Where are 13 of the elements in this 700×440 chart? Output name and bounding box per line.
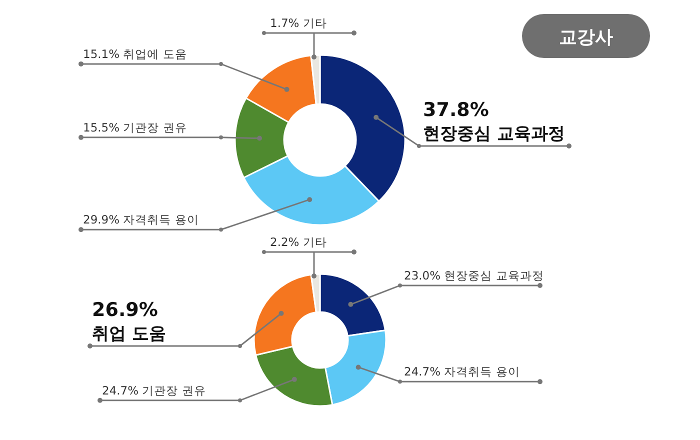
data-label: 37.8% [423,99,489,121]
slice-label: 24.7% 기관장 권유 [102,383,206,398]
slice-label: 2.2% 기타 [270,235,327,249]
slice-label: 15.1% 취업에 도움 [83,46,187,61]
slice-label: 29.9% 자격취득 용이 [83,212,199,227]
slice-label: 취업 도움 [92,324,166,344]
data-label: 26.9% [92,299,158,321]
text: 교강사 [559,27,613,48]
slice-label: 1.7% 기타 [270,16,327,30]
slice-label: 15.5% 기관장 권유 [83,120,187,134]
slice-label: 23.0% 현장중심 교육과정 [404,268,544,282]
slice-label: 현장중심 교육과정 [423,124,565,144]
slice-label: 24.7% 자격취득 용이 [404,364,520,379]
